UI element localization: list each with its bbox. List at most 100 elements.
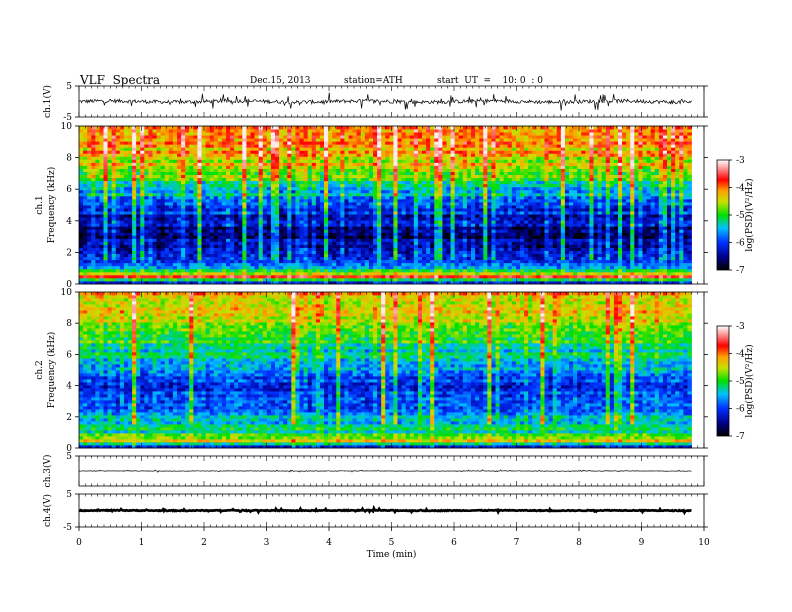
spectrogram-cell [364, 186, 370, 191]
spectrogram-cell [238, 277, 243, 282]
spectrogram-cell [205, 229, 211, 233]
spectrogram-cell [91, 226, 96, 230]
spectrogram-cell [548, 205, 554, 209]
spectrogram-cell [462, 229, 468, 233]
spectrogram-cell [242, 271, 247, 276]
spectrogram-cell [658, 259, 664, 264]
spectrogram-cell [352, 265, 358, 270]
spectrogram-cell [515, 183, 521, 188]
spectrogram-cell [340, 262, 345, 267]
spectrogram-cell [548, 220, 554, 224]
spectrogram-cell [336, 247, 341, 251]
spectrogram-cell [626, 205, 631, 209]
spectrogram-cell [426, 226, 431, 230]
spectrogram-cell [413, 253, 419, 258]
spectrogram-cell [303, 214, 309, 218]
spectrogram-cell [679, 214, 684, 218]
spectrogram-cell [389, 186, 394, 191]
spectrogram-cell [471, 238, 476, 242]
spectrogram-cell [156, 229, 162, 233]
spectrogram-cell [332, 244, 337, 248]
spectrogram-cell [79, 186, 84, 191]
spectrogram-cell [87, 250, 92, 255]
spectrogram-cell [618, 247, 623, 251]
spectrogram-cell [115, 262, 121, 267]
spectrogram-cell [638, 217, 643, 221]
spectrogram-cell [646, 229, 652, 233]
spectrogram-cell [438, 217, 443, 221]
spectrogram-cell [156, 238, 162, 242]
spectrogram-cell [552, 189, 558, 194]
spectrogram-cell [442, 208, 447, 212]
spectrogram-cell [348, 226, 353, 230]
spectrogram-cell [315, 268, 321, 273]
spectrogram-cell [315, 235, 321, 239]
spectrogram-cell [360, 259, 366, 264]
spectrogram-cell [422, 235, 427, 239]
spectrogram-cell [577, 214, 582, 218]
spectrogram-cell [654, 208, 660, 212]
spectrogram-cell [87, 220, 92, 224]
spectrogram-cell [422, 247, 427, 251]
spectrogram-cell [601, 208, 607, 212]
spectrogram-cell [503, 195, 509, 200]
spectrogram-cell [348, 268, 353, 273]
spectrogram-cell [311, 241, 317, 245]
spectrogram-cell [654, 232, 660, 236]
spectrogram-cell [532, 220, 537, 224]
spectrogram-cell [336, 274, 341, 279]
spectrogram-cell [238, 198, 243, 203]
spectrogram-cell [160, 229, 166, 233]
spectrogram-cell [658, 232, 664, 236]
spectrogram-cell [217, 198, 223, 203]
spectrogram-cell [675, 256, 680, 261]
spectrogram-cell [507, 232, 513, 236]
spectrogram-cell [99, 280, 104, 285]
spectrogram-cell [103, 247, 108, 251]
spectrogram-cell [83, 195, 88, 200]
spectrogram-cell [536, 268, 541, 273]
spectrogram-cell [128, 229, 133, 233]
spectrogram-cell [193, 180, 198, 185]
spectrogram-cell [585, 274, 590, 279]
spectrogram-cell [495, 198, 500, 203]
spectrogram-cell [209, 262, 215, 267]
spectrogram-cell [91, 244, 96, 248]
spectrogram-cell [230, 201, 235, 206]
spectrogram-cell [381, 205, 386, 209]
spectrogram-cell [609, 208, 615, 212]
spectrogram-cell [675, 198, 680, 203]
spectrogram-cell [291, 189, 296, 194]
spectrogram-cell [266, 223, 272, 227]
spectrogram-cell [360, 223, 366, 227]
spectrogram-cell [597, 195, 603, 200]
spectrogram-cell [136, 268, 141, 273]
spectrogram-cell [377, 259, 382, 264]
spectrogram-cell [422, 226, 427, 230]
spectrogram-cell [123, 280, 129, 285]
spectrogram-cell [471, 274, 476, 279]
spectrogram-cell [209, 192, 215, 197]
spectrogram-cell [172, 211, 178, 215]
spectrogram-cell [254, 208, 260, 212]
spectrogram-cell [287, 256, 292, 261]
spectrogram-cell [634, 271, 639, 276]
spectrogram-cell [311, 201, 317, 206]
spectrogram-cell [177, 195, 182, 200]
spectrogram-cell [193, 232, 198, 236]
spectrogram-cell [654, 229, 660, 233]
spectrogram-cell [581, 226, 586, 230]
spectrogram-cell [638, 259, 643, 264]
spectrogram-cell [585, 247, 590, 251]
spectrogram-cell [168, 235, 174, 239]
spectrogram-cell [299, 186, 304, 191]
spectrogram-cell [115, 238, 121, 242]
spectrogram-cell [613, 201, 619, 206]
spectrogram-cell [119, 217, 125, 221]
spectrogram-cell [360, 250, 366, 255]
spectrogram-cell [123, 274, 129, 279]
spectrogram-cell [275, 232, 280, 236]
spectrogram-cell [475, 256, 480, 261]
spectrogram-cell [491, 205, 496, 209]
spectrogram-cell [344, 265, 349, 270]
